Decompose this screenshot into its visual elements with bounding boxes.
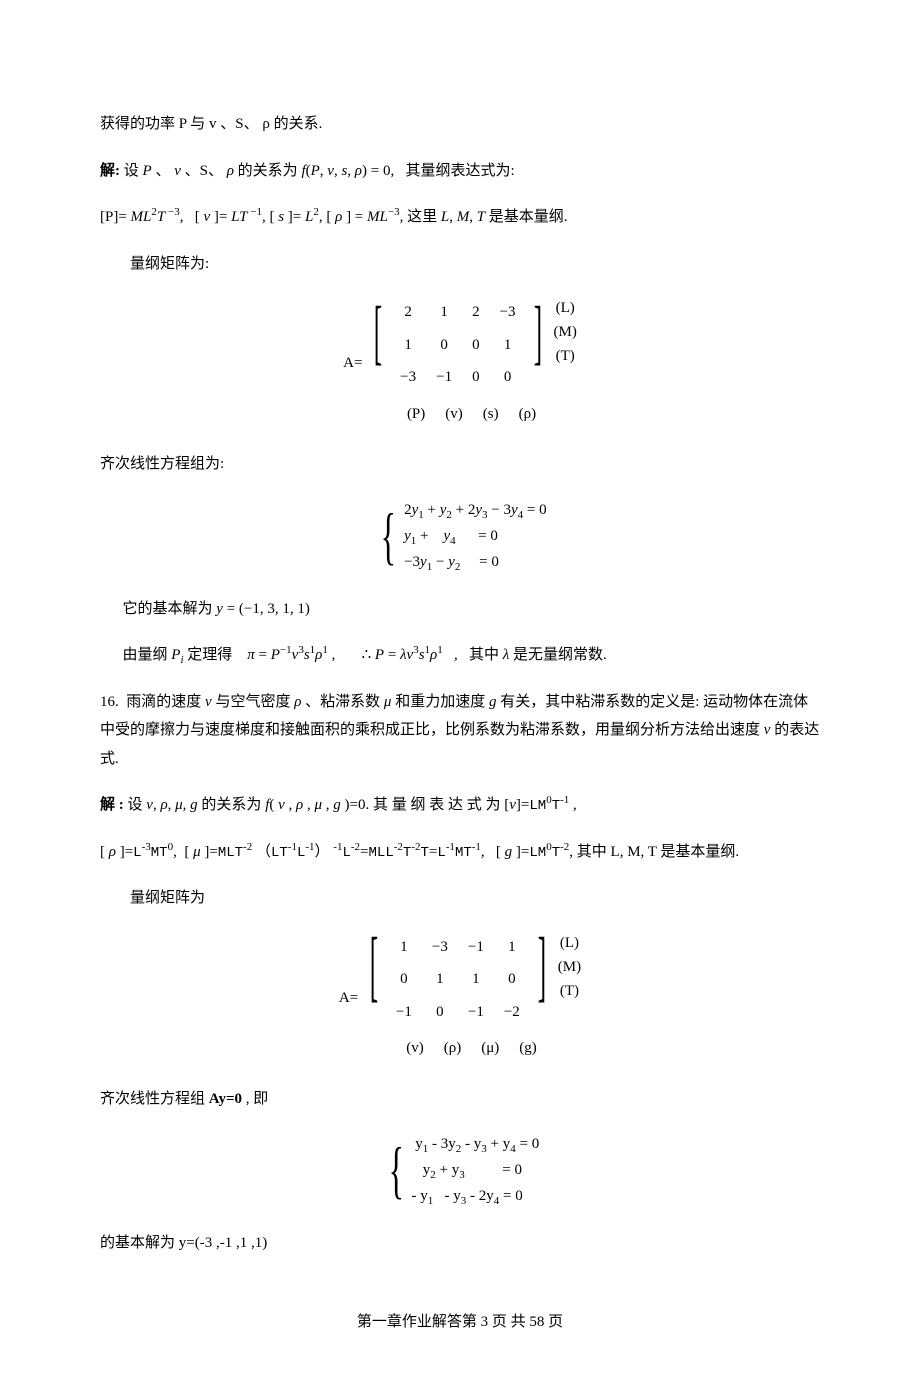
sol2-label: 解 : xyxy=(100,797,124,813)
matrix-2: A= [ 1−3−11 0110 −10−1−2 ] (L) (M) (T) xyxy=(100,931,820,1065)
matrix1-prefix: A= xyxy=(343,355,362,371)
matrix1-col-labels: (P) (v) (s) (ρ) xyxy=(397,394,546,431)
solution-1: 解: 设 P 、 v 、S、 ρ 的关系为 f(P, v, s, ρ) = 0,… xyxy=(100,157,820,186)
homog-1-label: 齐次线性方程组为: xyxy=(100,450,820,479)
lbrace-icon: { xyxy=(388,1138,403,1202)
matrix2-prefix: A= xyxy=(339,989,358,1005)
basic-solution-2: 的基本解为 y=(-3 ,-1 ,1 ,1) xyxy=(100,1229,820,1258)
lbracket-icon: [ xyxy=(370,926,378,1033)
matrix-intro-1: 量纲矩阵为: xyxy=(100,250,820,279)
solution-2: 解 : 设 v, ρ, μ, g 的关系为 f( v , ρ , μ , g )… xyxy=(100,791,820,820)
ay0: Ay=0 xyxy=(209,1091,242,1107)
system-1: { 2y1 + y2 + 2y3 − 3y4 = 0 y1 + y4 = 0 −… xyxy=(100,497,820,575)
sol1-label: 解: xyxy=(100,163,120,179)
matrix-intro-2: 量纲矩阵为 xyxy=(100,884,820,913)
pi-theorem-line: 由量纲 Pi 定理得 π = P−1v3s1ρ1 , ∴ P = λv3s1ρ1… xyxy=(123,641,821,670)
system-2: { y1 - 3y2 - y3 + y4 = 0 y2 + y3 = 0 - y… xyxy=(100,1131,820,1209)
matrix1-row-labels: (L) (M) (T) xyxy=(550,296,577,394)
lbracket-icon: [ xyxy=(374,296,382,394)
homog-2-label: 齐次线性方程组 Ay=0 , 即 xyxy=(100,1085,820,1114)
matrix2-col-labels: (v) (ρ) (μ) (g) xyxy=(396,1028,547,1065)
matrix2-row-labels: (L) (M) (T) xyxy=(554,931,581,1029)
matrix-1: A= [ 212−3 1001 −3−100 ] (L) (M) (T) xyxy=(100,296,820,430)
rbracket-icon: ] xyxy=(538,926,546,1033)
basic-solution-1: 它的基本解为 y = (−1, 3, 1, 1) xyxy=(123,595,821,624)
page-footer: 第一章作业解答第 3 页 共 58 页 xyxy=(100,1308,820,1337)
question-16: 16. 雨滴的速度 v 与空气密度 ρ 、粘滞系数 μ 和重力加速度 g 有关，… xyxy=(100,688,820,774)
dimensions-2: [ ρ ]=L-3MT0, [ μ ]=MLT-2 （LT-1L-1） -1L-… xyxy=(100,838,820,867)
lbrace-icon: { xyxy=(381,504,396,568)
sol1-rest: 设 P 、 v 、S、 ρ 的关系为 f(P, v, s, ρ) = 0, 其量… xyxy=(120,163,515,179)
dimensions-1: [P]= ML2T −3, [ v ]= LT −1, [ s ]= L2, [… xyxy=(100,203,820,232)
rbracket-icon: ] xyxy=(533,296,541,394)
line-power-relation: 获得的功率 P 与 v 、S、 ρ 的关系. xyxy=(100,110,820,139)
